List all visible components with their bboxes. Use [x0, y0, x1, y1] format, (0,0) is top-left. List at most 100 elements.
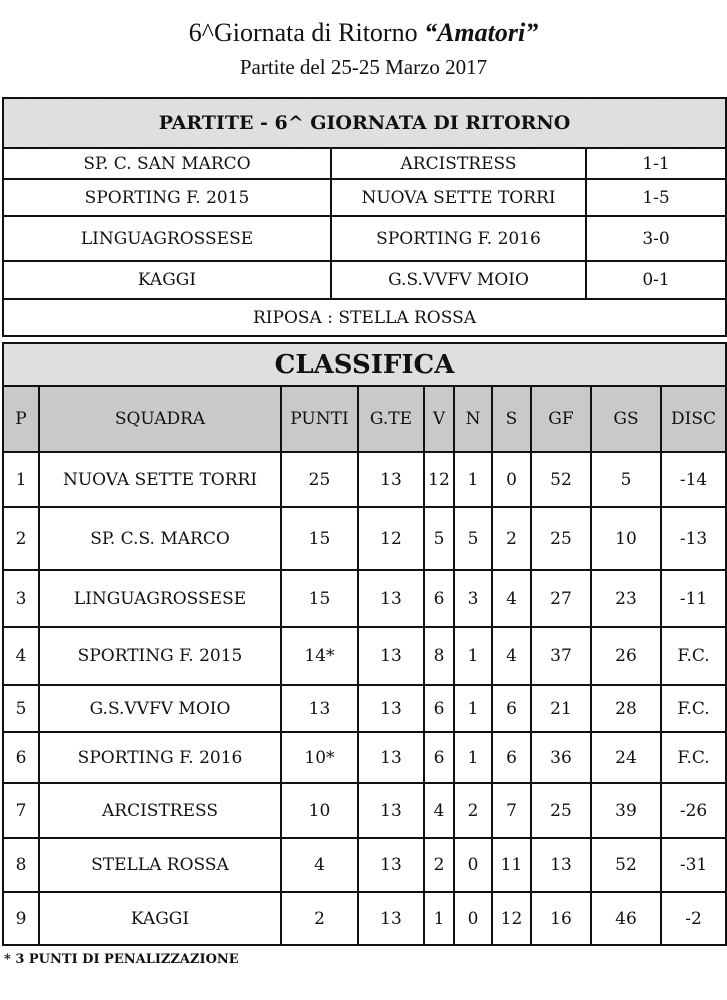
cell-p: 1 [2, 451, 40, 508]
cell-punti: 15 [280, 569, 359, 628]
column-header: V [423, 385, 455, 453]
score: 1-1 [584, 147, 727, 180]
cell-gs: 39 [590, 782, 662, 839]
cell-squadra: KAGGI [38, 891, 282, 946]
away-team: ARCISTRESS [330, 147, 587, 180]
column-header: GF [530, 385, 592, 453]
match-row: SP. C. SAN MARCO ARCISTRESS 1-1 [2, 147, 727, 180]
standing-row: 7 ARCISTRESS 10 13 4 2 7 25 39 -26 [2, 782, 727, 839]
cell-p: 8 [2, 837, 40, 893]
cell-s: 6 [491, 731, 532, 784]
cell-gte: 13 [357, 782, 425, 839]
rest-team: RIPOSA : STELLA ROSSA [1, 298, 727, 337]
cell-punti: 25 [280, 451, 359, 508]
cell-n: 0 [453, 891, 493, 946]
cell-disc: -11 [659, 569, 727, 628]
cell-v: 1 [423, 891, 455, 946]
cell-s: 4 [491, 626, 532, 686]
away-team: SPORTING F. 2016 [330, 215, 587, 262]
cell-disc: -14 [659, 451, 727, 508]
cell-gf: 25 [530, 782, 592, 839]
standing-row: 6 SPORTING F. 2016 10* 13 6 1 6 36 24 F.C. [2, 731, 727, 784]
standing-row: 9 KAGGI 2 13 1 0 12 16 46 -2 [2, 891, 727, 946]
home-team: SP. C. SAN MARCO [2, 147, 332, 180]
cell-gs: 23 [590, 569, 662, 628]
standing-row: 8 STELLA ROSSA 4 13 2 0 11 13 52 -31 [2, 837, 727, 893]
cell-v: 6 [423, 684, 455, 733]
cell-punti: 2 [280, 891, 359, 946]
cell-p: 3 [2, 569, 40, 628]
cell-disc: -13 [659, 506, 727, 571]
cell-s: 6 [491, 684, 532, 733]
cell-v: 5 [423, 506, 455, 571]
standings-title: CLASSIFICA [1, 342, 727, 387]
cell-gf: 13 [530, 837, 592, 893]
cell-gs: 52 [590, 837, 662, 893]
cell-squadra: ARCISTRESS [38, 782, 282, 839]
cell-n: 3 [453, 569, 493, 628]
cell-n: 5 [453, 506, 493, 571]
cell-squadra: SPORTING F. 2015 [38, 626, 282, 686]
standings-table: CLASSIFICA P SQUADRA PUNTI G.TE V N S GF GS DISC … [1, 342, 727, 946]
cell-squadra: SP. C.S. MARCO [38, 506, 282, 571]
cell-gte: 13 [357, 569, 425, 628]
standing-row: 5 G.S.VVFV MOIO 13 13 6 1 6 21 28 F.C. [2, 684, 727, 733]
cell-disc: -2 [659, 891, 727, 946]
cell-gte: 13 [357, 891, 425, 946]
matches-title: PARTITE - 6^ GIORNATA DI RITORNO [1, 97, 727, 149]
column-header: GS [590, 385, 662, 453]
cell-v: 4 [423, 782, 455, 839]
cell-p: 2 [2, 506, 40, 571]
cell-gf: 37 [530, 626, 592, 686]
standing-row: 1 NUOVA SETTE TORRI 25 13 12 1 0 52 5 -14 [2, 451, 727, 508]
footnote: * 3 PUNTI DI PENALIZZAZIONE [4, 952, 239, 967]
cell-n: 1 [453, 731, 493, 784]
column-header: S [491, 385, 532, 453]
cell-gs: 24 [590, 731, 662, 784]
cell-disc: -26 [659, 782, 727, 839]
cell-s: 7 [491, 782, 532, 839]
cell-disc: F.C. [659, 684, 727, 733]
cell-squadra: G.S.VVFV MOIO [38, 684, 282, 733]
cell-n: 1 [453, 451, 493, 508]
cell-squadra: SPORTING F. 2016 [38, 731, 282, 784]
match-row: LINGUAGROSSESE SPORTING F. 2016 3-0 [2, 215, 727, 262]
cell-n: 1 [453, 626, 493, 686]
cell-gf: 21 [530, 684, 592, 733]
column-header: SQUADRA [38, 385, 282, 453]
cell-v: 6 [423, 569, 455, 628]
match-row: KAGGI G.S.VVFV MOIO 0-1 [2, 260, 727, 300]
away-team: G.S.VVFV MOIO [330, 260, 587, 300]
cell-disc: -31 [659, 837, 727, 893]
cell-gte: 12 [357, 506, 425, 571]
cell-n: 2 [453, 782, 493, 839]
cell-gs: 28 [590, 684, 662, 733]
column-header: N [453, 385, 493, 453]
page-title: 6^Giornata di Ritorno “Amatori” [188, 18, 539, 47]
home-team: LINGUAGROSSESE [2, 215, 332, 262]
cell-gs: 26 [590, 626, 662, 686]
cell-punti: 13 [280, 684, 359, 733]
page-subtitle: Partite del 25-25 Marzo 2017 [239, 55, 488, 79]
cell-gte: 13 [357, 837, 425, 893]
column-header: PUNTI [280, 385, 359, 453]
cell-gte: 13 [357, 626, 425, 686]
column-header: G.TE [357, 385, 425, 453]
cell-s: 4 [491, 569, 532, 628]
cell-s: 12 [491, 891, 532, 946]
cell-punti: 15 [280, 506, 359, 571]
home-team: SPORTING F. 2015 [2, 178, 332, 217]
standing-row: 2 SP. C.S. MARCO 15 12 5 5 2 25 10 -13 [2, 506, 727, 571]
cell-p: 7 [2, 782, 40, 839]
cell-s: 2 [491, 506, 532, 571]
cell-n: 0 [453, 837, 493, 893]
home-team: KAGGI [2, 260, 332, 300]
cell-n: 1 [453, 684, 493, 733]
cell-gf: 36 [530, 731, 592, 784]
standing-row: 4 SPORTING F. 2015 14* 13 8 1 4 37 26 F.C. [2, 626, 727, 686]
cell-punti: 10 [280, 782, 359, 839]
cell-s: 11 [491, 837, 532, 893]
cell-gte: 13 [357, 731, 425, 784]
match-row: SPORTING F. 2015 NUOVA SETTE TORRI 1-5 [2, 178, 727, 217]
cell-gte: 13 [357, 684, 425, 733]
